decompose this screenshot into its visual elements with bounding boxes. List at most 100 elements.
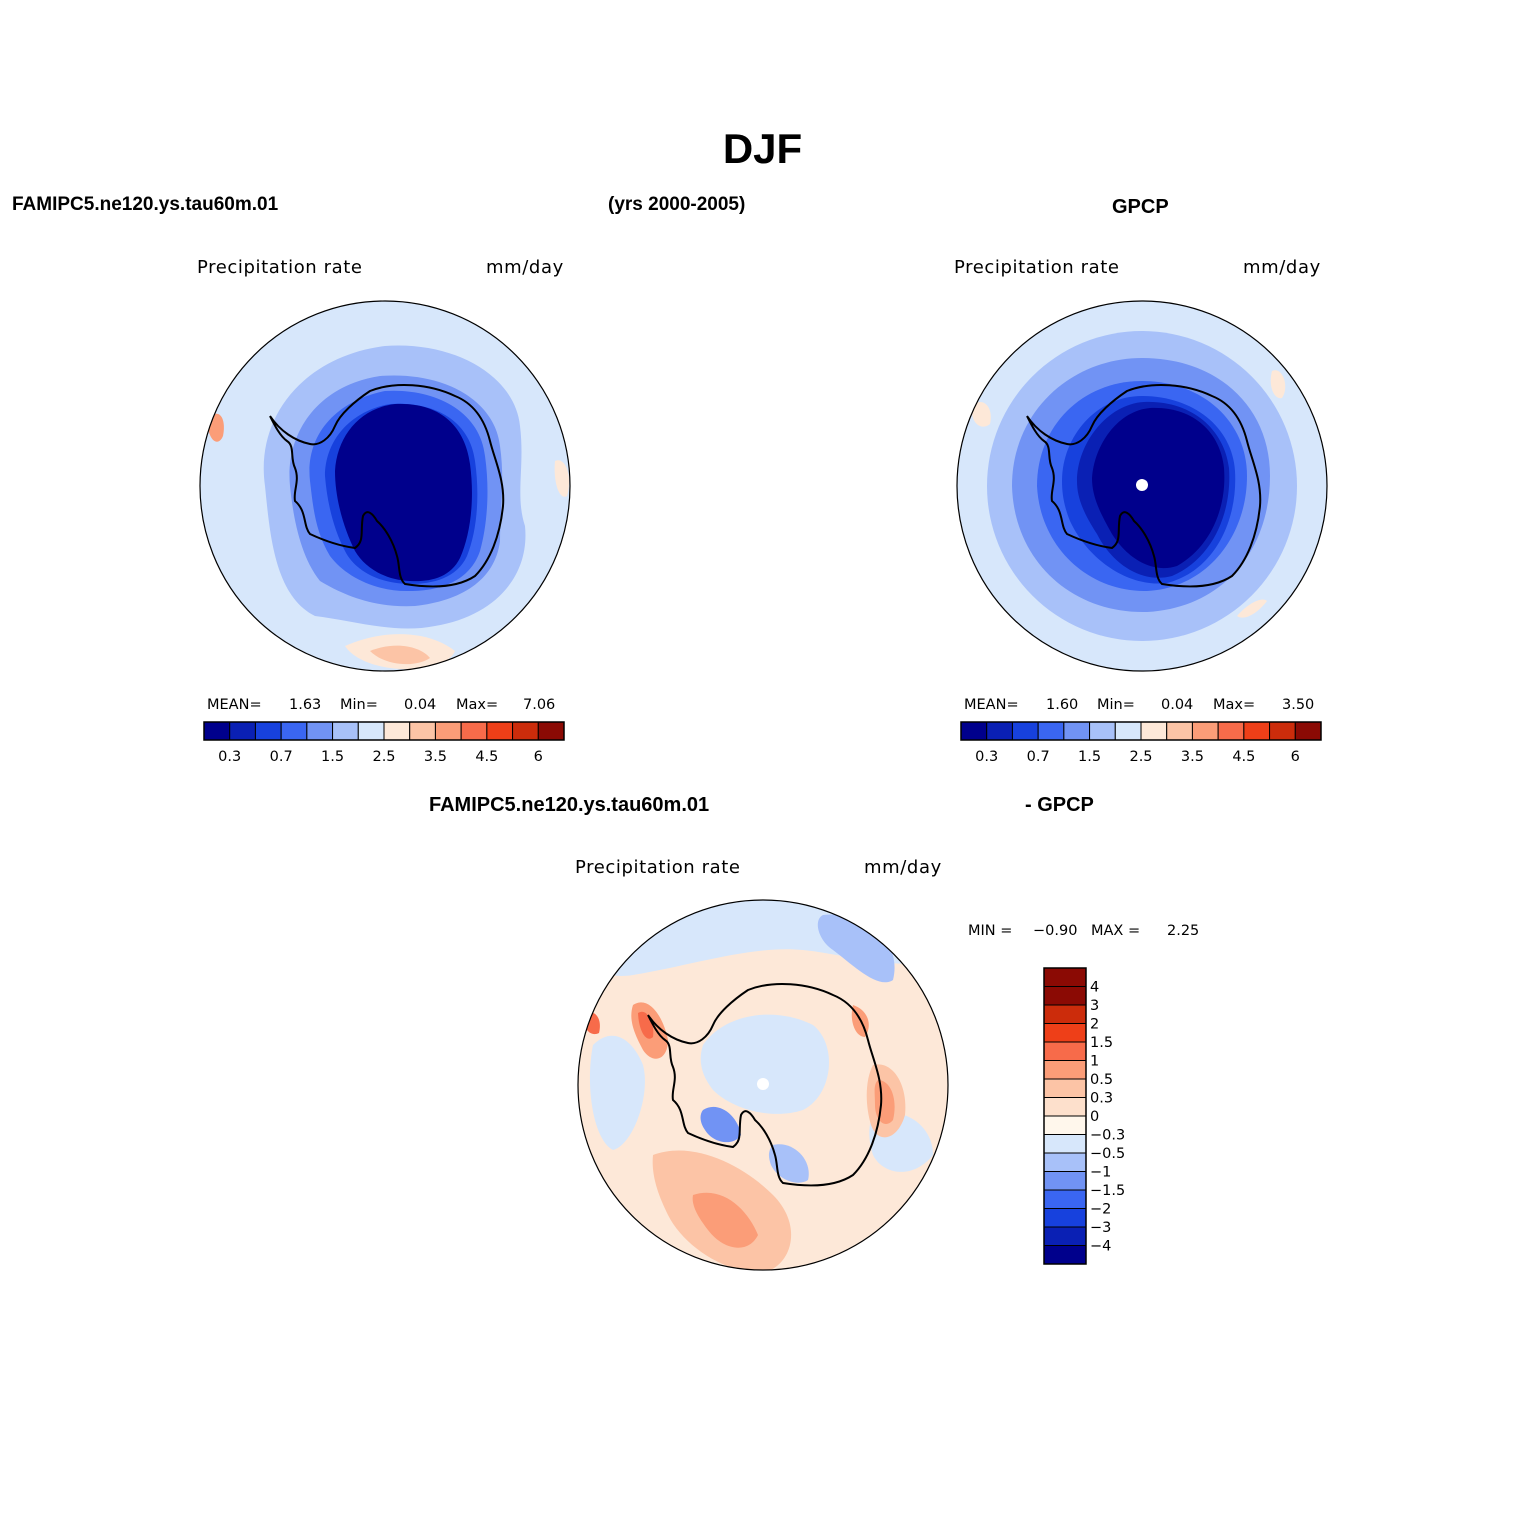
model-colorbar-box [254,721,282,741]
figure-title: DJF [722,125,803,172]
diff-colorbar-box [1043,1041,1087,1061]
obs-colorbar-box [986,721,1013,741]
diff-colorbar-tick-label: 4 [1090,980,1099,996]
obs-colorbar-box [1037,721,1065,741]
diff-colorbar-tick-label: 0.3 [1090,1091,1113,1107]
obs-colorbar-tick-label: 0.7 [1027,749,1050,765]
model-colorbar-box [203,721,231,741]
years-label: (yrs 2000-2005) [608,194,746,215]
diff-min-label: MIN = [968,923,1013,939]
diff-colorbar-tick-label: −0.3 [1090,1128,1125,1144]
diff-colorbar-tick-label: −1.5 [1090,1183,1125,1199]
diff-min-value: −0.90 [1033,923,1078,939]
diff-colorbar-tick-label: 0 [1090,1109,1099,1125]
model-units-label: mm/day [486,257,564,278]
obs-colorbar-box [1114,721,1142,741]
model-colorbar-box [512,721,539,741]
diff-colorbar-box [1043,1060,1087,1080]
obs-colorbar-box [1140,721,1168,741]
diff-colorbar-box [1043,1171,1087,1191]
obs-colorbar-tick-label: 0.3 [975,749,998,765]
model-colorbar-box [229,721,256,741]
diff-left-name: FAMIPC5.ne120.ys.tau60m.01 [429,794,710,816]
model-colorbar-box [383,721,411,741]
diff-colorbar-box [1043,986,1087,1006]
diff-colorbar-box [1043,1208,1087,1228]
diff-colorbar-tick-label: −3 [1090,1220,1111,1236]
obs-mean-label: MEAN= [964,697,1019,713]
diff-colorbar-box [1043,1023,1087,1043]
model-colorbar-tick-label: 0.3 [218,749,241,765]
model-colorbar-box [486,721,514,741]
model-colorbar-tick-label: 1.5 [321,749,344,765]
obs-colorbar-tick-label: 3.5 [1181,749,1204,765]
model-colorbar-box [434,721,462,741]
obs-min-value: 0.04 [1161,697,1194,713]
diff-colorbar-tick-label: −4 [1090,1239,1111,1255]
diff-colorbar-tick-label: 1.5 [1090,1035,1113,1051]
model-min-label: Min= [340,697,378,713]
model-colorbar: 0.30.71.52.53.54.568 [203,721,565,765]
model-polar-map [199,300,571,672]
obs-colorbar-box [1089,721,1116,741]
obs-colorbar-tick-label: 1.5 [1078,749,1101,765]
obs-colorbar-box [960,721,988,741]
diff-colorbar-box [1043,1115,1087,1135]
obs-min-label: Min= [1097,697,1135,713]
diff-max-label: MAX = [1091,923,1141,939]
diff-colorbar-tick-label: 1 [1090,1054,1099,1070]
pole-marker [757,1078,769,1090]
diff-max-value: 2.25 [1167,923,1200,939]
diff-colorbar-box [1043,1134,1087,1154]
diff-colorbar-box [1043,1078,1087,1098]
diff-colorbar: 4 3 2 1.5 1 0.5 0.3 0 −0.3 −0.5 −1 −1.5 −2 −3 −4 [1043,967,1125,1265]
model-colorbar-box [357,721,385,741]
obs-colorbar-box [1294,721,1322,741]
model-colorbar-tick-label: 2.5 [372,749,395,765]
diff-colorbar-box [1043,1245,1087,1265]
model-colorbar-box [537,721,565,741]
pole-marker [1136,479,1148,491]
model-max-label: Max= [456,697,499,713]
diff-polar-map [577,899,949,1271]
model-mean-value: 1.63 [289,697,322,713]
diff-right-name: - GPCP [1025,794,1094,816]
obs-colorbar-box [1243,721,1271,741]
obs-colorbar-box [1011,721,1039,741]
model-colorbar-box [332,721,359,741]
obs-max-value: 3.50 [1282,697,1315,713]
obs-colorbar-tick-label: 2.5 [1129,749,1152,765]
obs-colorbar: 0.30.71.52.53.54.568 [960,721,1322,765]
model-variable-label: Precipitation rate [197,257,363,278]
model-mean-label: MEAN= [207,697,262,713]
diff-colorbar-tick-label: −0.5 [1090,1146,1125,1162]
obs-mean-value: 1.60 [1046,697,1079,713]
model-colorbar-box [409,721,436,741]
obs-colorbar-box [1191,721,1219,741]
diff-units-label: mm/day [864,857,942,878]
diff-colorbar-box [1043,967,1087,987]
diff-colorbar-box [1043,1152,1087,1172]
obs-variable-label: Precipitation rate [954,257,1120,278]
obs-colorbar-box [1166,721,1193,741]
diff-colorbar-box [1043,1189,1087,1209]
model-max-value: 7.06 [523,697,556,713]
model-min-value: 0.04 [404,697,437,713]
diff-colorbar-box [1043,1004,1087,1024]
obs-max-label: Max= [1213,697,1256,713]
diff-variable-label: Precipitation rate [575,857,741,878]
model-colorbar-tick-label: 4.5 [475,749,498,765]
diff-colorbar-box [1043,1226,1087,1246]
obs-colorbar-box [1063,721,1091,741]
model-case-name: FAMIPC5.ne120.ys.tau60m.01 [12,194,279,215]
diff-colorbar-tick-label: 2 [1090,1017,1099,1033]
diff-colorbar-box [1043,1097,1087,1117]
diff-colorbar-tick-label: −2 [1090,1202,1111,1218]
obs-polar-map [956,300,1328,672]
obs-name: GPCP [1112,196,1169,218]
model-colorbar-tick-label: 3.5 [424,749,447,765]
model-colorbar-box [460,721,488,741]
obs-colorbar-box [1269,721,1296,741]
diff-colorbar-tick-label: 0.5 [1090,1072,1113,1088]
obs-colorbar-tick-label: 4.5 [1232,749,1255,765]
